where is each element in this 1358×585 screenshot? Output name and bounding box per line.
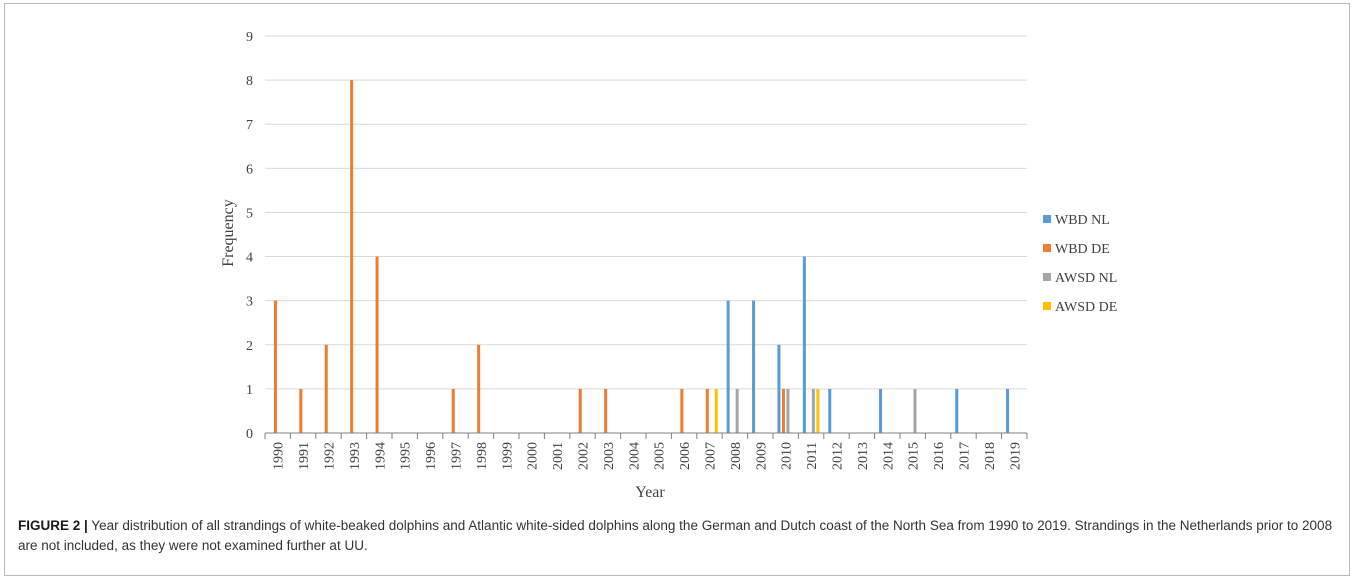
y-tick-label: 3	[246, 295, 253, 310]
x-tick-label: 2008	[729, 442, 744, 470]
bar	[705, 388, 709, 433]
x-tick-label: 2011	[805, 442, 820, 469]
bar	[735, 388, 739, 433]
legend-swatch	[1043, 215, 1051, 223]
bar	[913, 388, 917, 433]
bars	[273, 80, 1010, 433]
y-tick-label: 5	[246, 206, 253, 221]
legend-swatch	[1043, 244, 1051, 252]
x-tick-label: 1994	[373, 442, 388, 470]
bar	[811, 388, 815, 433]
bar	[752, 300, 756, 433]
bar	[273, 300, 277, 433]
x-tick-label: 2019	[1008, 442, 1023, 470]
bar	[816, 388, 820, 433]
x-tick-label: 2018	[983, 442, 998, 470]
bar	[802, 256, 806, 433]
x-tick-label: 2009	[754, 442, 769, 470]
bar	[680, 388, 684, 433]
x-tick-label: 2017	[958, 442, 973, 470]
x-tick-label: 1998	[475, 442, 490, 470]
y-tick-labels: 0 1 2 3 4 5 6 7 8 9	[246, 30, 253, 442]
x-tick-label: 1995	[399, 442, 414, 470]
y-tick-label: 4	[246, 251, 253, 266]
x-tick-label: 1990	[272, 442, 287, 470]
gridlines	[265, 35, 1027, 390]
x-tick-label: 2016	[932, 442, 947, 470]
x-tick-label: 2007	[704, 442, 719, 470]
bar	[777, 344, 781, 433]
axes	[264, 432, 1028, 439]
x-tick-label: 2001	[551, 442, 566, 470]
bar	[299, 388, 303, 433]
bar	[955, 388, 959, 433]
bar	[477, 344, 481, 433]
bar	[726, 300, 730, 433]
y-tick-label: 1	[246, 383, 253, 398]
x-tick-label: 1997	[450, 442, 465, 470]
x-tick-label: 2004	[627, 442, 642, 470]
bar	[375, 256, 379, 433]
x-tick-label: 2012	[831, 442, 846, 470]
x-tick-label: 1991	[297, 442, 312, 470]
bar	[451, 388, 455, 433]
bar	[1006, 388, 1010, 433]
bar	[781, 388, 785, 433]
y-tick-label: 6	[246, 162, 253, 177]
x-tick-label: 2014	[881, 442, 896, 470]
figure-frame	[4, 3, 1350, 576]
bar	[714, 388, 718, 433]
x-tick-labels: 1990 1991 1992 1993 1994 1995 1996 1997 1998 1999…	[272, 442, 1024, 470]
legend-swatch	[1043, 302, 1051, 310]
x-tick-label: 1999	[500, 442, 515, 470]
figure-caption: FIGURE 2 | Year distribution of all stra…	[18, 516, 1338, 556]
x-tick-label: 1996	[424, 442, 439, 470]
bar	[828, 388, 832, 433]
y-axis-title: Frequency	[220, 199, 237, 267]
x-tick-label: 2002	[577, 442, 592, 470]
y-tick-label: 2	[246, 339, 253, 354]
x-tick-label: 2013	[856, 442, 871, 470]
x-tick-label: 1993	[348, 442, 363, 470]
x-tick-label: 2010	[780, 442, 795, 470]
x-axis-title: Year	[635, 484, 665, 501]
caption-text: Year distribution of all strandings of w…	[18, 518, 1333, 553]
legend-swatch	[1043, 273, 1051, 281]
legend-label: AWSD NL	[1055, 271, 1117, 286]
bar	[879, 388, 883, 433]
x-tick-label: 2003	[602, 442, 617, 470]
legend-label: AWSD DE	[1055, 300, 1117, 315]
bar	[324, 344, 328, 433]
y-tick-label: 9	[246, 30, 253, 45]
legend-label: WBD DE	[1055, 242, 1110, 257]
x-tick-label: 2006	[678, 442, 693, 470]
bar	[350, 80, 354, 433]
y-tick-label: 0	[246, 427, 253, 442]
figure-label: FIGURE 2 |	[18, 518, 88, 533]
legend: WBD NL WBD DE AWSD NL AWSD DE	[1043, 213, 1117, 315]
bar	[604, 388, 608, 433]
x-tick-label: 2005	[653, 442, 668, 470]
bar	[786, 388, 790, 433]
y-tick-label: 8	[246, 74, 253, 89]
legend-label: WBD NL	[1055, 213, 1110, 228]
bar	[578, 388, 582, 433]
y-tick-label: 7	[246, 118, 253, 133]
x-tick-label: 2000	[526, 442, 541, 470]
x-tick-label: 2015	[907, 442, 922, 470]
x-tick-label: 1992	[323, 442, 338, 470]
